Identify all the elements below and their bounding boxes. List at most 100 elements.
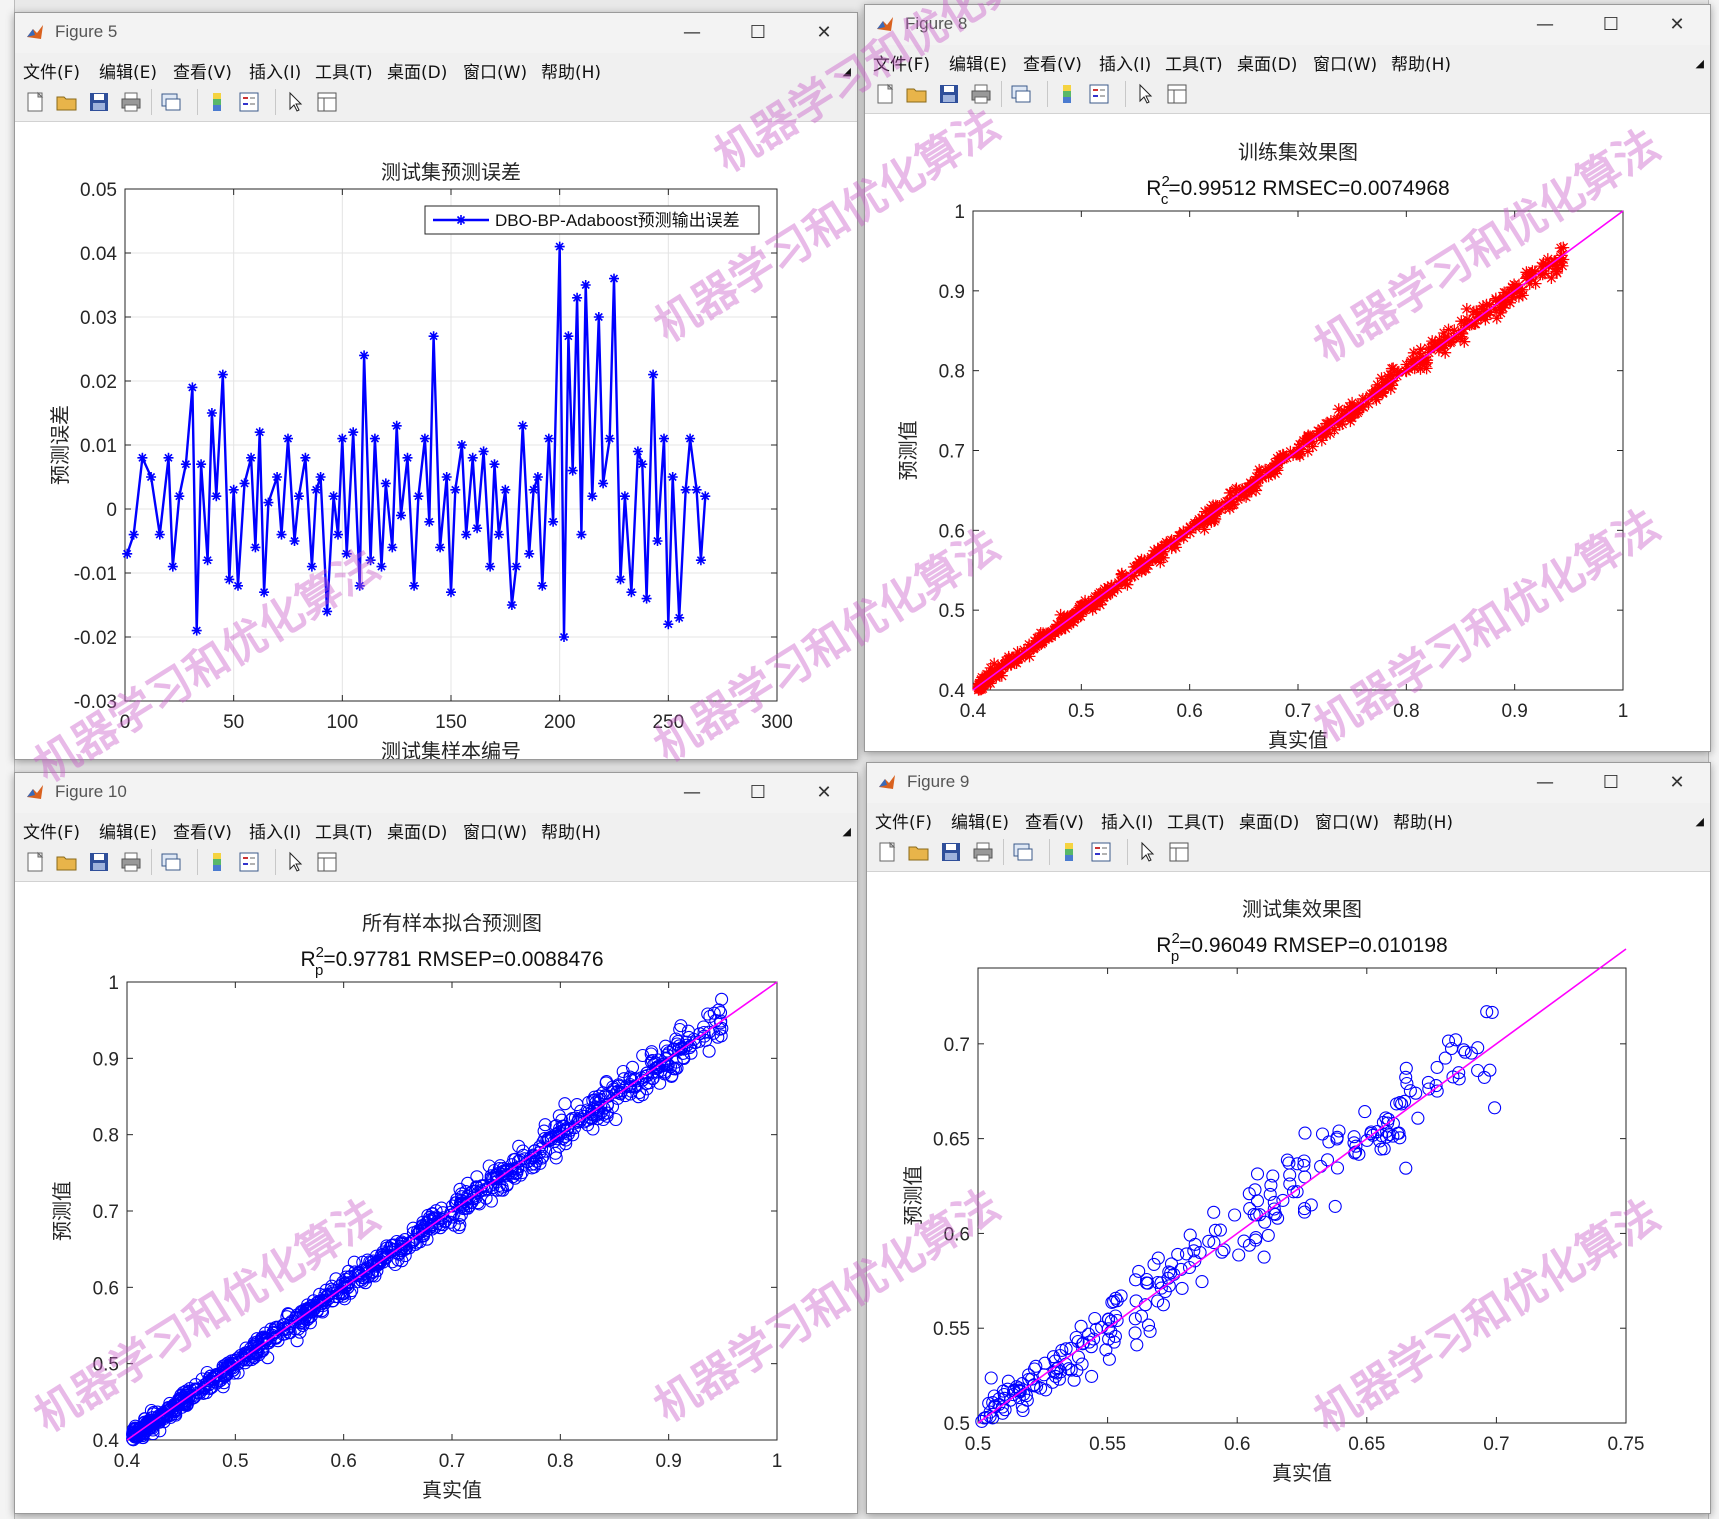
title-bar[interactable]: Figure 10 — ☐ ✕ [15, 773, 857, 813]
menu-item-2[interactable]: 查看(V) [1025, 813, 1084, 833]
title-bar[interactable]: Figure 8 — ☐ ✕ [865, 5, 1710, 45]
figure-8-window[interactable]: Figure 8 — ☐ ✕ 文件(F) 编辑(E) 查看(V) 插入(I) 工具(T)… [864, 4, 1711, 752]
property-inspector-icon[interactable] [315, 850, 339, 874]
menu-item-7[interactable]: 帮助(H) [1393, 813, 1454, 833]
scatter-point [684, 1046, 698, 1060]
menu-item-1[interactable]: 编辑(E) [951, 813, 1010, 833]
link-plot-icon[interactable] [159, 850, 183, 874]
menu-item-4[interactable]: 工具(T) [315, 823, 373, 843]
property-inspector-icon[interactable] [1165, 82, 1189, 106]
menu-item-5[interactable]: 桌面(D) [387, 63, 448, 83]
close-button[interactable]: ✕ [816, 22, 832, 43]
menu-item-4[interactable]: 工具(T) [1165, 55, 1223, 75]
maximize-button[interactable]: ☐ [1602, 14, 1620, 35]
maximize-button[interactable]: ☐ [1602, 772, 1620, 793]
property-inspector-icon[interactable] [315, 90, 339, 114]
menu-item-3[interactable]: 插入(I) [1099, 55, 1152, 75]
menu-item-1[interactable]: 编辑(E) [949, 55, 1008, 75]
link-plot-icon[interactable] [159, 90, 183, 114]
maximize-button[interactable]: ☐ [749, 22, 767, 43]
open-file-icon[interactable] [55, 850, 79, 874]
menu-item-0[interactable]: 文件(F) [23, 823, 81, 843]
close-button[interactable]: ✕ [1669, 772, 1685, 793]
menu-item-5[interactable]: 桌面(D) [387, 823, 448, 843]
new-figure-icon[interactable] [875, 840, 899, 864]
pointer-icon[interactable] [283, 90, 307, 114]
menu-item-3[interactable]: 插入(I) [249, 823, 302, 843]
test-scatter-chart[interactable]: 0.5 0.55 0.6 0.65 0.7 0.75 0.5 0.55 0.6 0.65 0.7 真实… [867, 872, 1710, 1513]
menu-overflow-arrow-icon[interactable]: ◢ [842, 825, 851, 838]
pointer-icon[interactable] [1135, 840, 1159, 864]
menu-overflow-arrow-icon[interactable]: ◢ [1695, 815, 1704, 828]
print-icon[interactable] [969, 82, 993, 106]
print-icon[interactable] [119, 850, 143, 874]
save-icon[interactable] [939, 840, 963, 864]
save-icon[interactable] [87, 90, 111, 114]
legend-icon[interactable] [237, 850, 261, 874]
legend-icon[interactable] [1089, 840, 1113, 864]
menu-item-1[interactable]: 编辑(E) [99, 63, 158, 83]
menu-item-1[interactable]: 编辑(E) [99, 823, 158, 843]
menu-item-6[interactable]: 窗口(W) [463, 63, 528, 83]
pointer-icon[interactable] [1133, 82, 1157, 106]
link-plot-icon[interactable] [1009, 82, 1033, 106]
menu-overflow-arrow-icon[interactable]: ◢ [1695, 57, 1704, 70]
new-figure-icon[interactable] [23, 90, 47, 114]
menu-item-2[interactable]: 查看(V) [1023, 55, 1082, 75]
menu-item-3[interactable]: 插入(I) [1101, 813, 1154, 833]
save-icon[interactable] [87, 850, 111, 874]
menu-item-6[interactable]: 窗口(W) [1315, 813, 1380, 833]
colorbar-icon[interactable] [1055, 82, 1079, 106]
menu-item-0[interactable]: 文件(F) [23, 63, 81, 83]
open-file-icon[interactable] [55, 90, 79, 114]
menu-item-2[interactable]: 查看(V) [173, 823, 232, 843]
legend-icon[interactable] [1087, 82, 1111, 106]
link-plot-icon[interactable] [1011, 840, 1035, 864]
legend-icon[interactable] [237, 90, 261, 114]
menu-item-7[interactable]: 帮助(H) [541, 63, 602, 83]
legend[interactable]: DBO-BP-Adaboost预测输出误差 [424, 205, 760, 235]
menu-item-6[interactable]: 窗口(W) [1313, 55, 1378, 75]
menu-item-0[interactable]: 文件(F) [875, 813, 933, 833]
figure-10-window[interactable]: Figure 10 — ☐ ✕ 文件(F) 编辑(E) 查看(V) 插入(I) 工具(T… [14, 772, 858, 1514]
save-icon[interactable] [937, 82, 961, 106]
menu-item-3[interactable]: 插入(I) [249, 63, 302, 83]
menu-item-5[interactable]: 桌面(D) [1239, 813, 1300, 833]
title-bar[interactable]: Figure 5 — ☐ ✕ [15, 13, 857, 53]
open-file-icon[interactable] [905, 82, 929, 106]
new-figure-icon[interactable] [873, 82, 897, 106]
error-line-chart[interactable]: 0 50 100 150 200 250 300 -0.03 -0.02 -0.01 0 0.01 0.… [15, 122, 857, 759]
print-icon[interactable] [119, 90, 143, 114]
property-inspector-icon[interactable] [1167, 840, 1191, 864]
colorbar-icon[interactable] [205, 850, 229, 874]
menu-item-0[interactable]: 文件(F) [873, 55, 931, 75]
figure-5-window[interactable]: Figure 5 — ☐ ✕ 文件(F) 编辑(E) 查看(V) 插入(I) 工具(T)… [14, 12, 858, 760]
minimize-button[interactable]: — [1536, 14, 1554, 35]
menu-item-5[interactable]: 桌面(D) [1237, 55, 1298, 75]
menu-overflow-arrow-icon[interactable]: ◢ [842, 65, 851, 78]
all-samples-scatter-chart[interactable]: 0.4 0.5 0.6 0.7 0.8 0.9 1 0.4 0.5 0.6 0.7 0.8 0.9 1 真实… [15, 882, 857, 1513]
menu-item-7[interactable]: 帮助(H) [541, 823, 602, 843]
minimize-button[interactable]: — [1536, 772, 1554, 793]
close-button[interactable]: ✕ [816, 782, 832, 803]
close-button[interactable]: ✕ [1669, 14, 1685, 35]
pointer-icon[interactable] [283, 850, 307, 874]
colorbar-icon[interactable] [205, 90, 229, 114]
menu-item-2[interactable]: 查看(V) [173, 63, 232, 83]
menu-item-4[interactable]: 工具(T) [1167, 813, 1225, 833]
menu-item-4[interactable]: 工具(T) [315, 63, 373, 83]
new-figure-icon[interactable] [23, 850, 47, 874]
title-bar[interactable]: Figure 9 — ☐ ✕ [867, 763, 1710, 803]
minimize-button[interactable]: — [683, 22, 701, 43]
menu-item-6[interactable]: 窗口(W) [463, 823, 528, 843]
open-file-icon[interactable] [907, 840, 931, 864]
menu-item-7[interactable]: 帮助(H) [1391, 55, 1452, 75]
training-scatter-chart[interactable]: 0.4 0.5 0.6 0.7 0.8 0.9 1 0.4 0.5 0.6 0.7 0.8 0.9 1 真实… [865, 114, 1710, 751]
figure-9-window[interactable]: Figure 9 — ☐ ✕ 文件(F) 编辑(E) 查看(V) 插入(I) 工具(T)… [866, 762, 1711, 1514]
minimize-button[interactable]: — [683, 782, 701, 803]
maximize-button[interactable]: ☐ [749, 782, 767, 803]
scatter-point [645, 1045, 659, 1059]
print-icon[interactable] [971, 840, 995, 864]
colorbar-icon[interactable] [1057, 840, 1081, 864]
scatter-point [1128, 1312, 1142, 1326]
